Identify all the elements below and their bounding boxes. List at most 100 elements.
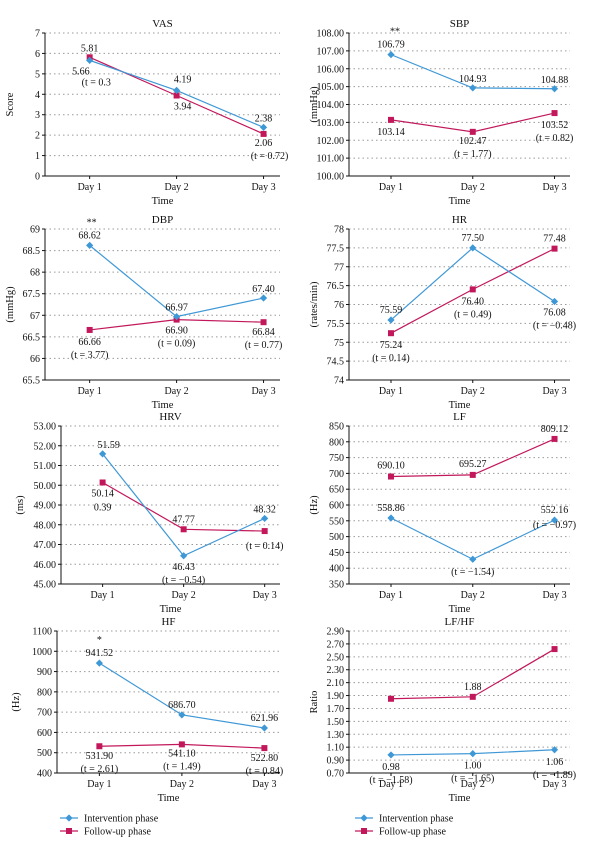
y-tick-label: 76.5 (327, 281, 345, 292)
followup-point (387, 695, 394, 702)
y-tick-label: 1.90 (327, 691, 345, 702)
x-tick-label: Day 1 (87, 779, 111, 790)
data-label: ** (87, 217, 97, 228)
data-label: (t = 0.3 (82, 77, 111, 88)
intervention-point (469, 750, 477, 758)
intervention-point (259, 294, 268, 302)
followup-point (178, 741, 185, 748)
y-tick-label: 49.00 (34, 501, 57, 512)
intervention-point (259, 123, 268, 131)
followup-point (261, 528, 268, 535)
y-tick-label: 1 (35, 151, 40, 162)
y-tick-label: 5 (35, 69, 40, 80)
data-label: 50.14 (91, 488, 114, 499)
intervention-line (390, 517, 555, 560)
followup-point (551, 646, 558, 653)
followup-point (96, 743, 103, 750)
x-tick-label: Day 1 (78, 386, 102, 397)
y-tick-label: 800 (37, 687, 52, 698)
y-tick-label: 850 (329, 422, 344, 433)
y-tick-label: 74 (334, 376, 344, 387)
y-tick-label: 67 (30, 311, 40, 322)
y-tick-label: 2.30 (327, 665, 345, 676)
data-label: 75.59 (380, 305, 403, 316)
intervention-point (173, 312, 181, 321)
data-label: 77.50 (462, 233, 485, 244)
data-label: (t = 0.77) (245, 340, 283, 351)
y-tick-label: 108.00 (317, 29, 345, 40)
data-label: 68.62 (78, 230, 101, 241)
intervention-point (469, 555, 477, 563)
data-label: 531.90 (86, 751, 114, 762)
data-label: 695.27 (459, 459, 487, 470)
x-tick-label: Day 3 (251, 182, 275, 193)
y-tick-label: 1100 (32, 627, 52, 638)
y-axis-label: (mmHg) (309, 86, 320, 123)
y-tick-label: 500 (37, 748, 52, 759)
data-label: 686.70 (168, 700, 196, 711)
chart-title: LF/HF (445, 616, 475, 628)
y-tick-label: 75.5 (327, 319, 345, 330)
y-tick-label: 53.00 (34, 422, 57, 433)
chart-title: HR (452, 214, 468, 226)
data-label: 3.94 (174, 102, 192, 113)
data-label: 67.40 (252, 284, 275, 295)
data-label: (t = 0.49) (454, 309, 492, 320)
x-tick-label: Day 2 (461, 386, 485, 397)
y-tick-label: 68 (30, 268, 40, 279)
intervention-point (387, 751, 395, 759)
y-tick-label: 76 (334, 300, 344, 311)
x-tick-label: Day 1 (379, 386, 403, 397)
data-label: 77.48 (543, 234, 566, 245)
intervention-point (469, 244, 477, 252)
data-label: 5.81 (81, 43, 99, 54)
data-label: (t = 1.77) (454, 149, 492, 160)
followup-point (469, 128, 476, 135)
chart-sbp: SBP 100.00 101.00 102.00 103.00 104.00 105.00 1… (309, 18, 573, 207)
x-tick-label: Day 3 (542, 590, 566, 601)
chart-title: VAS (152, 18, 173, 30)
y-tick-label: 2.10 (327, 678, 345, 689)
data-label: 106.79 (377, 40, 405, 51)
y-tick-label: 51.00 (34, 461, 57, 472)
followup-point (551, 245, 558, 252)
intervention-point (173, 86, 181, 95)
data-label: 103.14 (377, 127, 405, 138)
legend-diamond-marker (65, 814, 73, 822)
x-axis-label: Time (160, 604, 182, 615)
data-label: 2.38 (255, 113, 273, 124)
y-tick-label: 450 (329, 548, 344, 559)
intervention-point (180, 552, 188, 560)
x-tick-label: Day 3 (252, 779, 276, 790)
data-label: (t = −1.89) (533, 770, 576, 781)
chart-title: LF (453, 411, 466, 423)
y-tick-label: 700 (37, 708, 52, 719)
data-label: (t = 2.61) (81, 764, 119, 775)
chart-title: HF (161, 616, 175, 628)
data-label: (t = 0.84) (246, 766, 284, 777)
data-label: * (97, 635, 102, 646)
intervention-point (387, 514, 395, 522)
y-axis-label: Score (5, 92, 16, 116)
followup-point (260, 319, 267, 326)
legend-label: Intervention phase (379, 814, 454, 825)
intervention-point (550, 516, 559, 524)
data-label: 1.00 (464, 761, 482, 772)
data-label: 46.43 (172, 562, 195, 573)
y-tick-label: 2.50 (327, 652, 345, 663)
y-axis-label: (mmHg) (5, 286, 16, 323)
y-tick-label: 2.70 (327, 639, 345, 650)
x-tick-label: Day 2 (461, 590, 485, 601)
y-tick-label: 46.00 (34, 560, 57, 571)
y-tick-label: 4 (35, 90, 40, 101)
x-tick-label: Day 3 (542, 779, 566, 790)
data-label: (t = −0.48) (533, 320, 576, 331)
y-axis-label: (rates/min) (309, 281, 320, 328)
data-label: 66.97 (165, 303, 188, 314)
y-tick-label: 48.00 (34, 520, 57, 531)
y-tick-label: 100.00 (317, 172, 345, 183)
y-tick-label: 900 (37, 667, 52, 678)
data-label: 552.16 (541, 505, 569, 516)
data-label: 47.77 (172, 514, 195, 525)
data-label: 103.52 (541, 120, 569, 131)
